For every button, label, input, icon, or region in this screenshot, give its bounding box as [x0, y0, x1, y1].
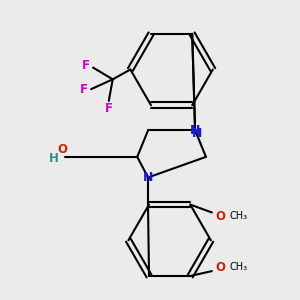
Text: F: F: [80, 82, 88, 96]
Text: F: F: [82, 59, 90, 72]
Text: H: H: [49, 152, 59, 165]
Text: N: N: [192, 127, 202, 140]
Text: F: F: [105, 102, 113, 115]
Text: O: O: [216, 261, 226, 274]
Text: O: O: [216, 210, 226, 223]
Text: O: O: [58, 142, 68, 155]
Text: CH₃: CH₃: [230, 212, 247, 221]
Text: N: N: [190, 124, 200, 137]
Text: N: N: [143, 171, 153, 184]
Text: CH₃: CH₃: [230, 262, 247, 272]
